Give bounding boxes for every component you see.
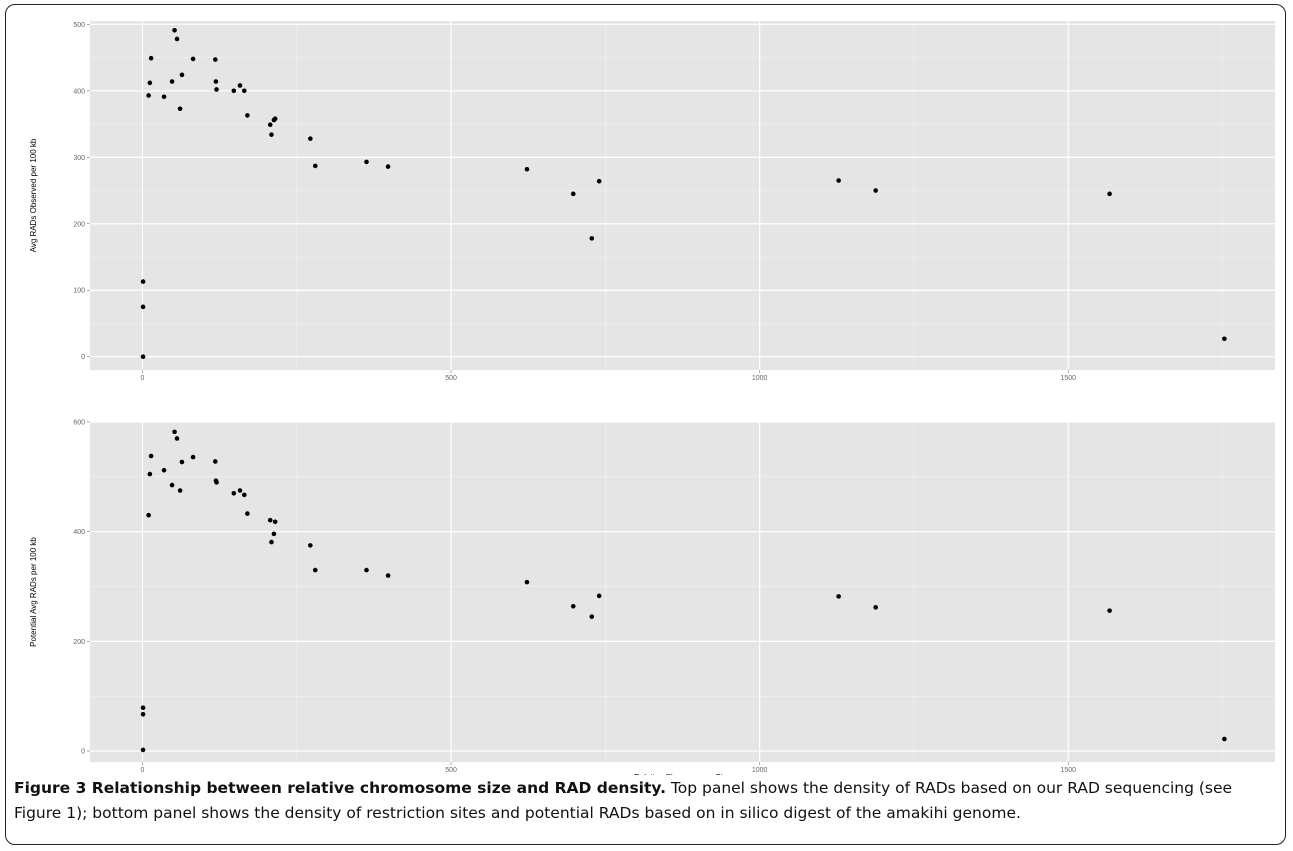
figure-chart-area: 0 500 1000 1500 0 100 200 300 400 500 Avg RADs Obs…: [29, 21, 1275, 775]
bottom-data-point: [161, 467, 167, 473]
bottom-x-tick-label: 0: [141, 767, 145, 774]
top-data-point: [169, 79, 175, 84]
bottom-plot-background: [90, 422, 1275, 762]
bottom-data-point: [190, 454, 196, 460]
top-data-point: [241, 88, 247, 94]
bottom-data-point: [1107, 608, 1112, 613]
top-data-point: [179, 72, 185, 78]
bottom-data-point: [146, 512, 151, 518]
bottom-data-point: [140, 705, 146, 711]
bottom-data-point: [312, 567, 318, 573]
top-data-point: [596, 178, 602, 184]
top-data-point: [147, 80, 153, 86]
bottom-x-tick-label: 1000: [752, 767, 768, 774]
bottom-data-point: [524, 579, 530, 585]
bottom-y-tick-label: 0: [81, 749, 85, 756]
top-plot-background: [90, 21, 1275, 370]
top-x-tick-label: 1500: [1060, 375, 1076, 382]
top-data-point: [524, 166, 530, 172]
bottom-data-point: [836, 594, 841, 599]
top-data-point: [385, 164, 391, 169]
top-x-tick-label: 0: [141, 375, 145, 382]
caption-text: Top panel shows the density of RADs base…: [14, 779, 1233, 822]
top-data-point: [214, 87, 219, 92]
top-data-point: [212, 57, 218, 62]
top-data-point: [172, 28, 177, 33]
bottom-data-point: [271, 531, 277, 537]
top-data-point: [570, 191, 576, 197]
top-data-point: [589, 236, 595, 241]
bottom-data-point: [385, 573, 391, 578]
top-x-tick-label: 1000: [752, 375, 768, 382]
top-data-point: [190, 56, 196, 62]
top-y-tick-label: 0: [81, 354, 85, 361]
top-data-point: [1107, 191, 1112, 197]
bottom-data-point: [267, 517, 273, 523]
bottom-data-point: [237, 488, 243, 493]
caption-label: Figure 3 Relationship between relative c…: [14, 779, 666, 797]
figure-caption: Figure 3 Relationship between relative c…: [14, 776, 1279, 826]
bottom-data-point: [589, 614, 595, 619]
top-y-tick-label: 200: [73, 221, 85, 228]
top-data-point: [873, 188, 878, 193]
top-data-point: [267, 122, 273, 128]
top-data-point: [269, 132, 274, 137]
top-data-point: [161, 94, 167, 100]
top-data-point: [213, 79, 219, 84]
bottom-data-point: [570, 603, 576, 609]
bottom-data-point: [172, 429, 177, 435]
bottom-y-tick-label: 400: [73, 529, 85, 536]
bottom-x-tick-label: 500: [445, 767, 457, 774]
bottom-data-point: [179, 459, 185, 465]
bottom-data-point: [140, 711, 146, 717]
bottom-data-point: [364, 567, 369, 573]
bottom-data-point: [174, 436, 180, 441]
top-panel: 0 500 1000 1500 0 100 200 300 400 500 Avg RADs Obs…: [29, 21, 1275, 382]
bottom-panel: 0 500 1000 1500 0 200 400 600 Potential Avg RADs…: [29, 420, 1275, 775]
bottom-y-tick-label: 600: [73, 420, 85, 427]
top-data-point: [312, 163, 318, 169]
bottom-data-point: [241, 492, 247, 498]
top-y-tick-label: 500: [73, 22, 85, 29]
top-data-point: [237, 83, 243, 88]
bottom-data-point: [1222, 736, 1227, 742]
top-x-tick-label: 500: [445, 375, 457, 382]
top-y-tick-label: 300: [73, 155, 85, 162]
top-data-point: [140, 279, 146, 284]
bottom-data-point: [148, 453, 154, 459]
top-data-point: [177, 106, 183, 112]
top-data-point: [174, 36, 180, 42]
top-data-point: [231, 88, 237, 94]
top-data-point: [140, 354, 146, 360]
bottom-data-point: [214, 480, 219, 485]
bottom-data-point: [212, 459, 218, 464]
top-data-point: [836, 178, 841, 183]
top-y-tick-label: 400: [73, 88, 85, 95]
top-data-point: [146, 93, 151, 98]
bottom-x-tick-label: 1500: [1060, 767, 1076, 774]
top-y-axis-title: Avg RADs Observed per 100 kb: [29, 138, 38, 252]
bottom-data-point: [308, 543, 313, 548]
bottom-y-axis-title: Potential Avg RADs per 100 kb: [29, 537, 38, 647]
bottom-data-point: [177, 488, 183, 493]
bottom-data-point: [169, 482, 175, 488]
top-y-tick-label: 100: [73, 288, 85, 295]
top-data-point: [140, 304, 146, 310]
bottom-data-point: [245, 511, 250, 516]
bottom-x-axis-title: Relative Chromosome Size: [634, 773, 731, 775]
bottom-y-tick-label: 200: [73, 639, 85, 646]
bottom-data-point: [873, 605, 878, 610]
bottom-data-point: [140, 747, 146, 753]
top-data-point: [272, 116, 278, 122]
top-data-point: [245, 113, 250, 118]
top-data-point: [364, 159, 369, 165]
bottom-data-point: [147, 471, 153, 477]
bottom-data-point: [596, 593, 602, 599]
top-data-point: [148, 55, 154, 61]
bottom-data-point: [272, 519, 278, 525]
bottom-data-point: [269, 539, 274, 545]
top-data-point: [308, 136, 313, 141]
bottom-data-point: [231, 490, 237, 496]
top-data-point: [1222, 336, 1227, 342]
